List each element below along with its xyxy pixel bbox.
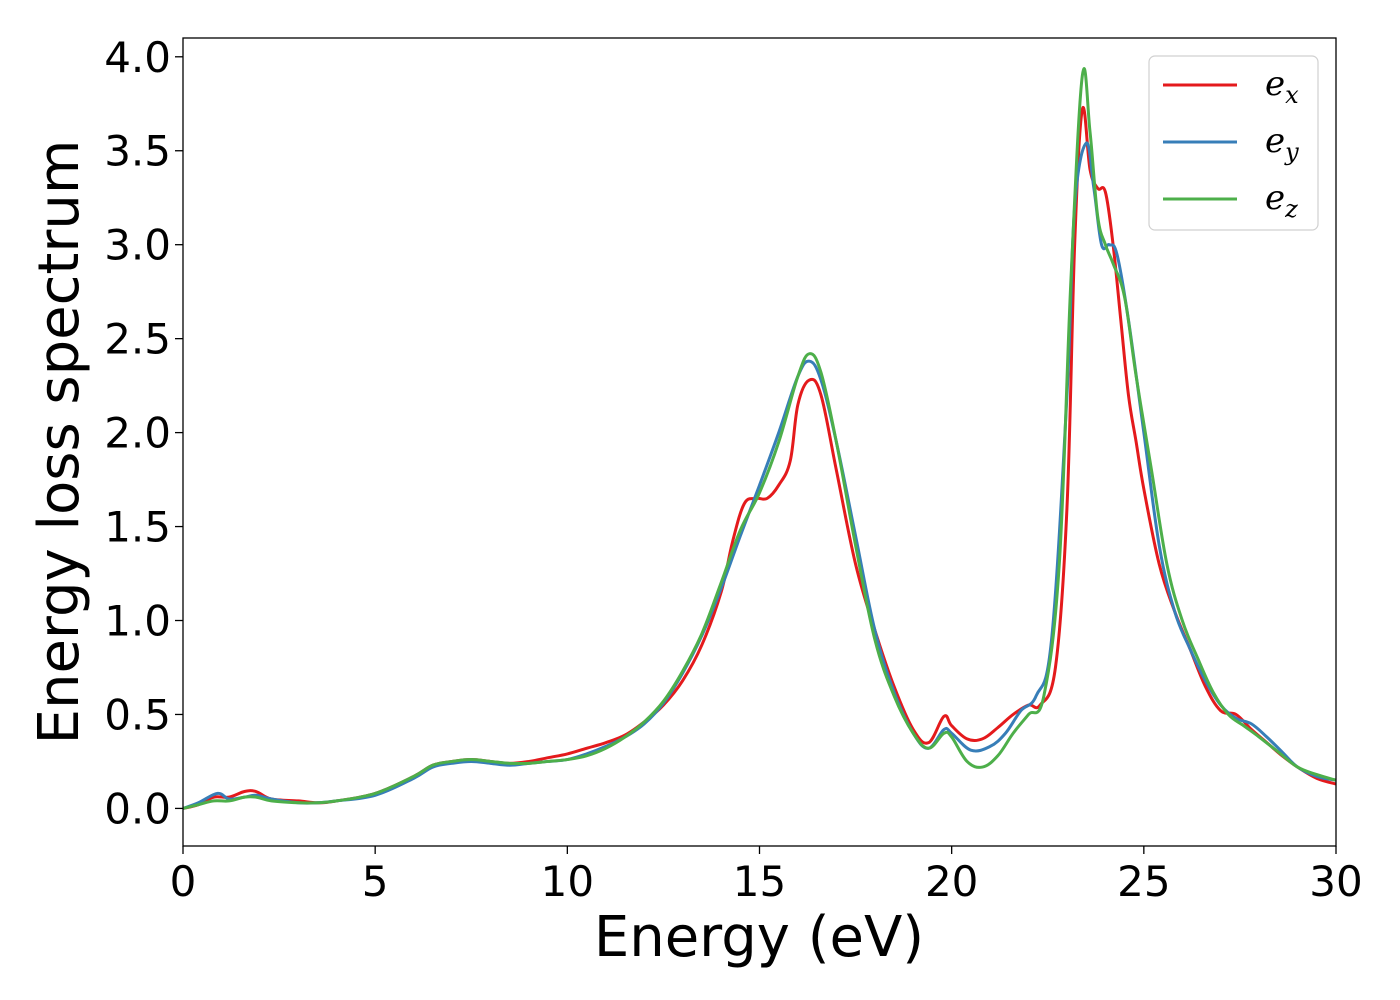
x-tick-label: 0 [170,857,197,906]
y-tick-label: 1.5 [104,503,171,552]
x-tick-label: 30 [1309,857,1362,906]
y-tick-label: 2.0 [104,409,171,458]
y-tick-label: 2.5 [104,315,171,364]
x-axis-label: Energy (eV) [594,905,924,970]
x-tick-label: 20 [925,857,978,906]
y-axis-label: Energy loss spectrum [27,140,92,745]
y-tick-label: 4.0 [104,33,171,82]
y-tick-label: 1.0 [104,597,171,646]
y-axis-ticks: 0.0 0.5 1.0 1.5 2.0 2.5 3.0 3.5 4.0 [104,33,183,833]
y-tick-label: 0.5 [104,690,171,739]
x-tick-label: 10 [541,857,594,906]
y-tick-label: 0.0 [104,784,171,833]
x-axis-ticks: 0 5 10 15 20 25 30 [170,846,1363,906]
x-tick-label: 25 [1117,857,1170,906]
x-tick-label: 5 [362,857,389,906]
y-tick-label: 3.0 [104,221,171,270]
y-tick-label: 3.5 [104,127,171,176]
series-line-y [183,141,1336,810]
series-line-z [183,67,1336,810]
series-lines [183,67,1336,810]
x-tick-label: 15 [733,857,786,906]
